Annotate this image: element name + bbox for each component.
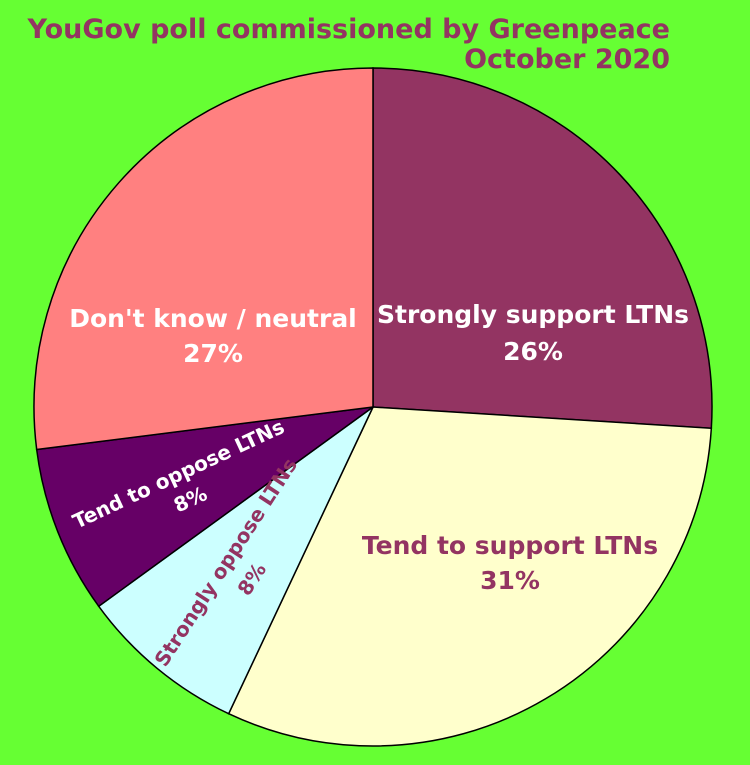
- pie-slice-strongly-support-ltns: [372, 67, 713, 430]
- pie-slices: [33, 67, 713, 747]
- slice-label-group-strongly-support-ltns: Strongly support LTNs 26%: [377, 300, 689, 366]
- slice-label: Don't know / neutral: [69, 304, 357, 333]
- chart-title: YouGov poll commissioned by Greenpeace: [27, 14, 670, 45]
- slice-value-label: 27%: [183, 339, 243, 368]
- pie-slice-don-t-know-neutral: [33, 67, 374, 451]
- slice-label: Tend to support LTNs: [362, 531, 658, 560]
- slice-label: Strongly support LTNs: [377, 300, 689, 329]
- slice-value-label: 26%: [503, 337, 563, 366]
- pie-slice-strongly-oppose-ltns: [97, 406, 374, 715]
- pie-slice-tend-to-support-ltns: [227, 406, 713, 747]
- slice-label-group-don-t-know-neutral: Don't know / neutral 27%: [69, 304, 357, 368]
- pie-slice-tend-to-oppose-ltns: [35, 406, 374, 608]
- slice-value-label: 31%: [480, 566, 540, 595]
- chart-subtitle: October 2020: [464, 44, 670, 75]
- slice-label-group-tend-to-support-ltns: Tend to support LTNs 31%: [362, 531, 658, 595]
